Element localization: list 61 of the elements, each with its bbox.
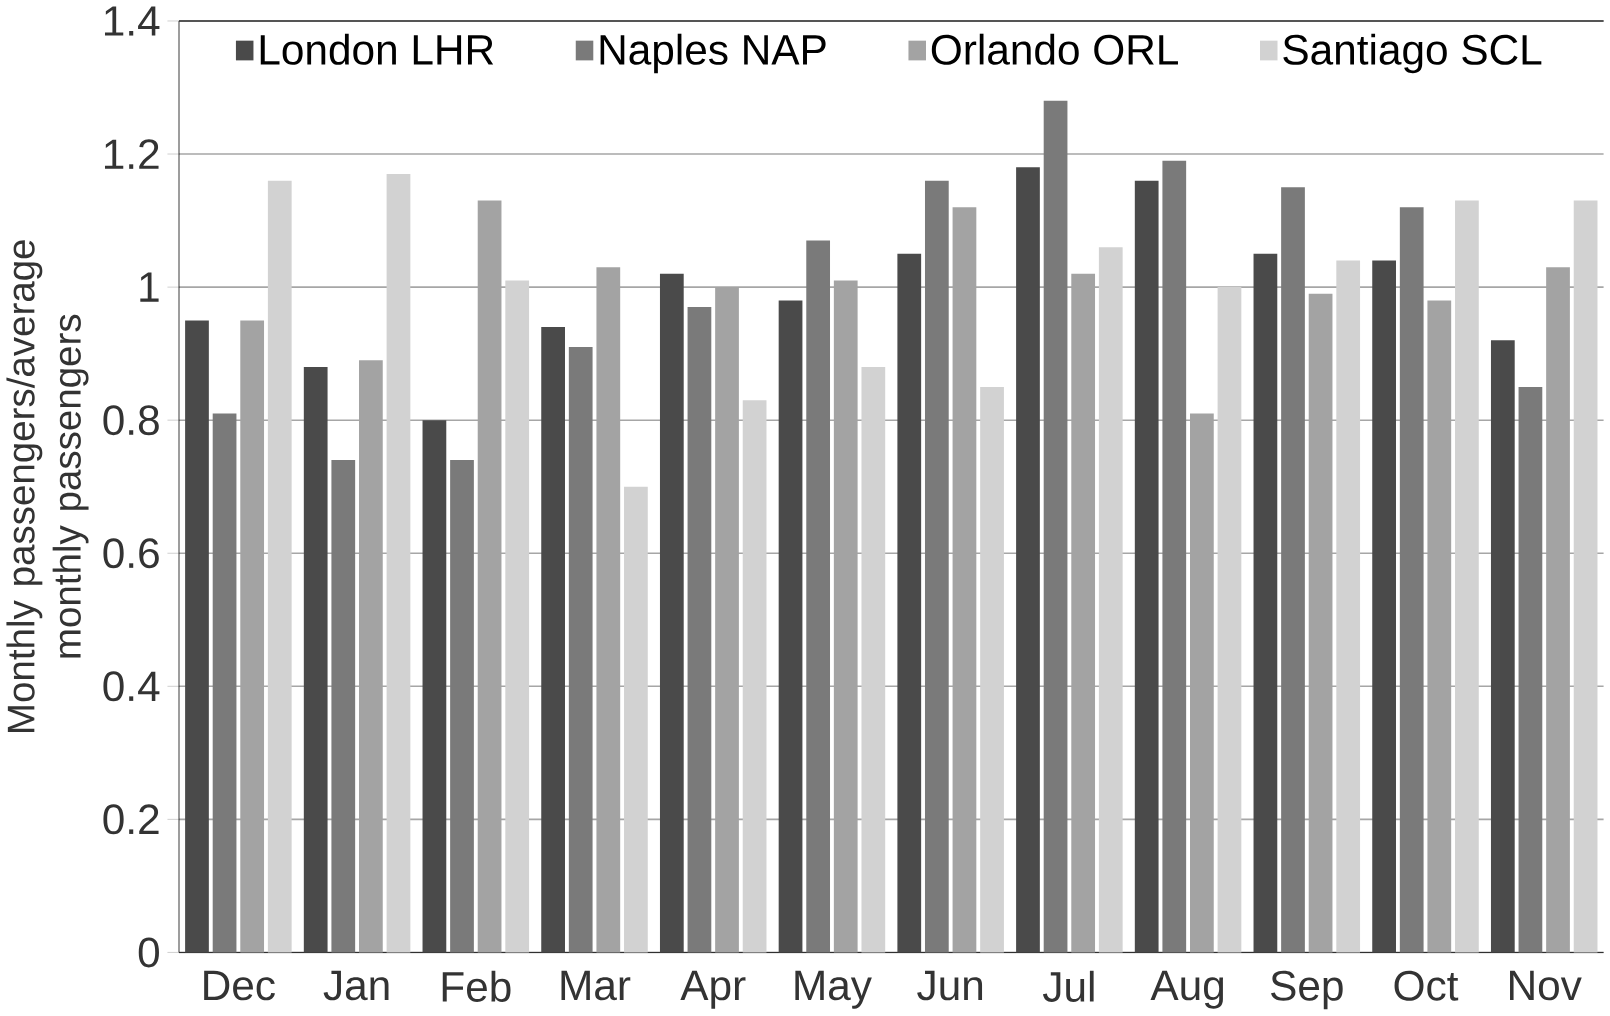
bar <box>422 420 447 953</box>
bar <box>1372 260 1396 953</box>
bar <box>778 300 803 953</box>
bar <box>806 240 831 953</box>
y-tick-label: 0.2 <box>103 804 159 835</box>
x-tick-label: Oct <box>1394 970 1459 1001</box>
bar <box>505 280 530 953</box>
y-tick-label: 0.4 <box>103 671 160 702</box>
y-tick-label: 1 <box>140 272 159 302</box>
legend-label: Naples NAP <box>600 33 826 74</box>
x-tick-label: May <box>795 970 872 1009</box>
bar <box>1490 340 1515 953</box>
bar <box>212 413 237 953</box>
bar <box>1253 254 1278 953</box>
bar <box>267 180 292 953</box>
bar <box>1217 287 1242 953</box>
x-tick-label: Apr <box>680 970 746 1009</box>
bar <box>1336 260 1361 953</box>
bar <box>303 367 328 953</box>
bar <box>386 174 411 953</box>
bar <box>624 486 648 953</box>
bar <box>331 460 356 953</box>
x-tick-label: Sep <box>1271 970 1343 1010</box>
y-tick-label: 1.4 <box>104 6 160 36</box>
x-tick-label: Aug <box>1150 970 1224 1009</box>
bar <box>1518 387 1543 953</box>
bar <box>1043 101 1068 953</box>
bar <box>924 180 949 953</box>
y-axis-title: Monthly passengers/average monthly passengers <box>6 240 89 733</box>
bar <box>897 254 922 953</box>
x-tick-label: Jul <box>1042 970 1094 1003</box>
x-tick-label: Nov <box>1510 970 1582 1001</box>
x-tick-label: Jan <box>323 970 389 1001</box>
x-tick-label: Feb <box>442 970 511 1003</box>
legend-label: Santiago SCL <box>1283 33 1542 74</box>
bar <box>1399 207 1424 953</box>
bar <box>980 387 1004 953</box>
bar <box>450 460 474 953</box>
bar <box>1098 247 1123 953</box>
bar <box>687 307 712 953</box>
bar <box>541 327 565 953</box>
bar <box>1016 167 1040 953</box>
x-tick-label: Mar <box>561 970 631 1001</box>
bar <box>1281 187 1305 953</box>
y-tick-label: 1.2 <box>104 139 159 170</box>
bar <box>1455 200 1479 953</box>
bar <box>1573 200 1598 953</box>
x-tick-label: Jun <box>917 970 983 1001</box>
x-tick-label: Dec <box>204 970 275 1001</box>
y-tick-label: 0.8 <box>103 405 159 436</box>
bar <box>1162 160 1187 953</box>
legend-label: Orlando ORL <box>931 33 1178 66</box>
bar <box>1134 180 1159 953</box>
bar <box>659 274 684 953</box>
bar <box>742 400 767 953</box>
bar <box>185 320 209 953</box>
bar <box>861 367 886 953</box>
bar <box>568 347 593 953</box>
y-tick-label: 0 <box>138 937 159 968</box>
legend-label: London LHR <box>260 33 494 66</box>
y-tick-label: 0.6 <box>103 538 159 569</box>
